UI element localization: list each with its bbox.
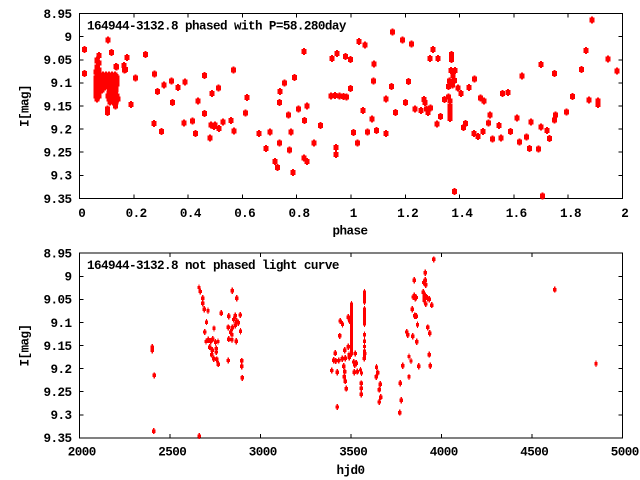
svg-text:9.3: 9.3 (51, 170, 72, 184)
svg-text:4000: 4000 (430, 446, 458, 460)
svg-text:9: 9 (65, 271, 72, 285)
svg-text:2: 2 (621, 207, 628, 221)
svg-text:164944-3132.8 not phased light: 164944-3132.8 not phased light curve (87, 259, 339, 273)
svg-text:I[mag]: I[mag] (18, 85, 32, 127)
svg-text:9.3: 9.3 (51, 409, 72, 423)
svg-text:9.15: 9.15 (44, 340, 72, 354)
svg-text:164944-3132.8 phased with P=58: 164944-3132.8 phased with P=58.280day (87, 20, 347, 34)
svg-text:9.2: 9.2 (51, 363, 72, 377)
svg-text:0.4: 0.4 (180, 207, 202, 221)
svg-text:9.1: 9.1 (51, 77, 73, 91)
svg-text:phase: phase (333, 225, 368, 239)
svg-text:3000: 3000 (249, 446, 277, 460)
svg-text:I[mag]: I[mag] (18, 325, 32, 367)
svg-text:1.4: 1.4 (451, 207, 473, 221)
svg-text:1.8: 1.8 (560, 207, 581, 221)
svg-text:1.2: 1.2 (397, 207, 418, 221)
svg-text:9.25: 9.25 (44, 386, 72, 400)
svg-text:0.8: 0.8 (289, 207, 310, 221)
svg-text:0: 0 (78, 207, 85, 221)
svg-text:3500: 3500 (339, 446, 367, 460)
svg-text:9.15: 9.15 (44, 100, 72, 114)
svg-text:0.6: 0.6 (234, 207, 255, 221)
svg-text:hjd0: hjd0 (337, 464, 365, 478)
svg-text:2500: 2500 (158, 446, 186, 460)
svg-text:5000: 5000 (611, 446, 639, 460)
svg-text:9.2: 9.2 (51, 123, 72, 137)
svg-text:1.6: 1.6 (506, 207, 527, 221)
svg-text:8.95: 8.95 (44, 248, 72, 262)
svg-text:9.05: 9.05 (44, 294, 72, 308)
svg-text:9: 9 (65, 31, 72, 45)
svg-text:9.05: 9.05 (44, 54, 72, 68)
svg-text:1: 1 (350, 207, 358, 221)
svg-text:9.35: 9.35 (44, 432, 72, 446)
svg-text:9.25: 9.25 (44, 147, 72, 161)
svg-text:9.1: 9.1 (51, 317, 73, 331)
svg-text:2000: 2000 (68, 446, 96, 460)
svg-text:4500: 4500 (520, 446, 548, 460)
svg-text:8.95: 8.95 (44, 8, 72, 22)
svg-text:0.2: 0.2 (126, 207, 147, 221)
svg-text:9.35: 9.35 (44, 193, 72, 207)
